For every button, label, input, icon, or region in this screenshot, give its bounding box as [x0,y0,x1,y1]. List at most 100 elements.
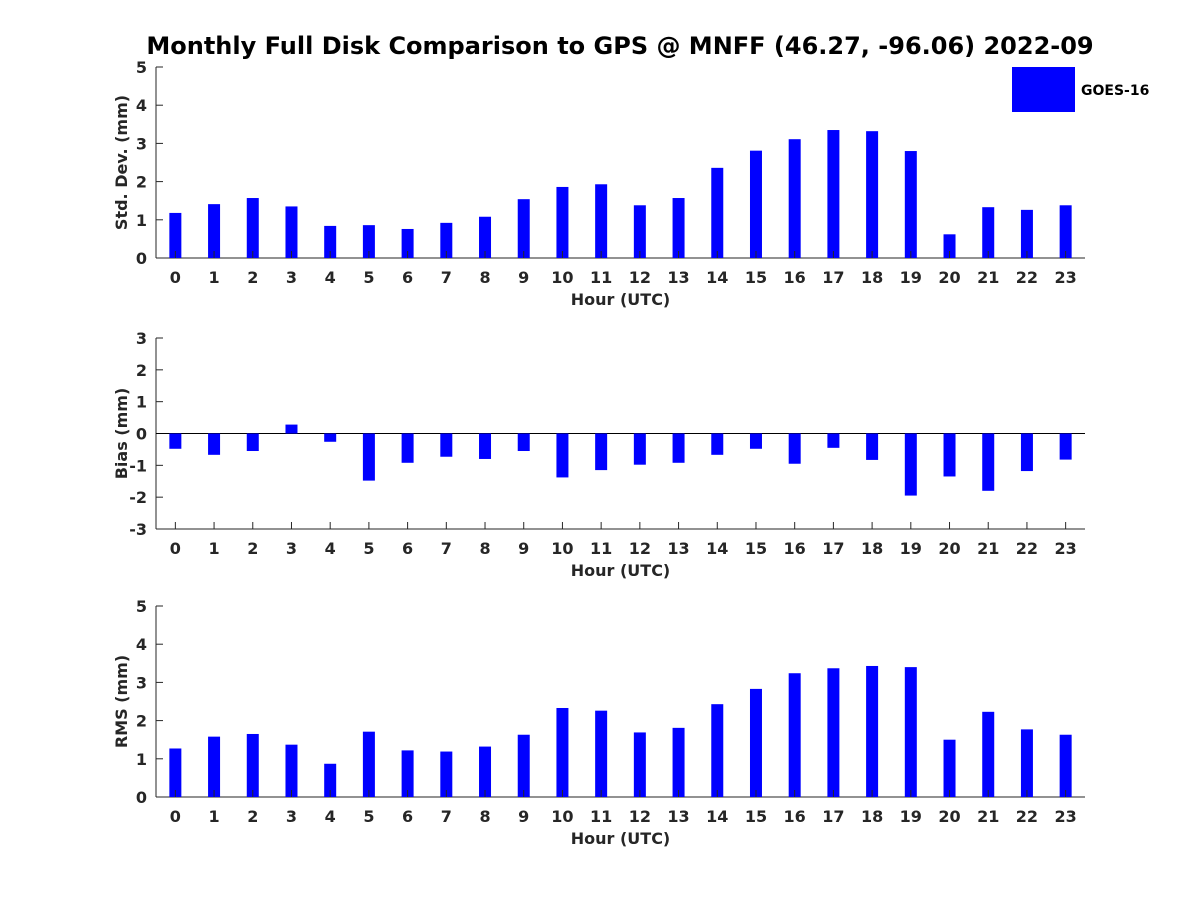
rms-y-tick-label: 2 [136,712,147,731]
std-dev-bar-hour-0 [169,212,182,258]
std-dev-bar-hour-10 [556,186,569,258]
bias-bar-hour-19 [904,433,917,496]
rms-y-tick-label: 4 [136,635,147,654]
bias-x-tick-label: 18 [861,539,883,558]
rms-bar-hour-11 [595,710,608,797]
bias-x-tick-label: 12 [629,539,651,558]
std-dev-x-tick-label: 23 [1055,268,1077,287]
std-dev-bar-hour-16 [788,139,801,258]
bias-x-tick-label: 10 [551,539,573,558]
bias-x-tick-label: 6 [402,539,413,558]
std-dev-y-tick-label: 4 [136,96,147,115]
bias-bar-hour-6 [401,433,414,463]
std-dev-x-tick-label: 0 [170,268,181,287]
bias-x-tick-label: 11 [590,539,612,558]
rms-bar-hour-19 [904,667,917,797]
bias-bar-hour-17 [827,433,840,448]
rms-x-axis-label: Hour (UTC) [571,829,671,848]
bias-x-tick-label: 9 [518,539,529,558]
bias-y-axis-label: Bias (mm) [112,388,131,480]
rms-bar-hour-3 [285,744,298,797]
bias-x-tick-label: 5 [363,539,374,558]
bias-x-tick-label: 0 [170,539,181,558]
std-dev-bar-hour-15 [749,150,762,258]
std-dev-x-tick-label: 20 [938,268,960,287]
std-dev-y-tick-label: 1 [136,211,147,230]
rms-bar-hour-4 [324,763,337,797]
bias-x-tick-label: 20 [938,539,960,558]
rms-bar-hour-5 [362,731,375,797]
std-dev-bar-hour-20 [943,234,956,258]
rms-bar-hour-21 [982,711,995,797]
std-dev-x-tick-label: 13 [667,268,689,287]
std-dev-bar-hour-18 [866,131,879,258]
std-dev-bar-hour-12 [633,205,646,258]
rms-bar-hour-8 [479,746,492,797]
bias-bar-hour-2 [246,433,259,452]
rms-bar-hour-1 [208,736,221,797]
bias-x-tick-label: 23 [1055,539,1077,558]
bias-y-tick-label: 3 [136,329,147,348]
std-dev-bar-hour-13 [672,198,685,258]
std-dev-x-tick-label: 12 [629,268,651,287]
rms-bar-hour-22 [1020,729,1033,797]
rms-y-tick-label: 1 [136,750,147,769]
rms-bar-hour-17 [827,668,840,797]
bias-x-tick-label: 21 [977,539,999,558]
rms-x-tick-label: 4 [325,807,336,826]
bias-x-tick-label: 3 [286,539,297,558]
rms-bar-hour-14 [711,704,724,797]
rms-x-tick-label: 3 [286,807,297,826]
bias-y-tick-label: 0 [136,425,147,444]
rms-y-axis-label: RMS (mm) [112,655,131,748]
std-dev-y-tick-label: 0 [136,249,147,268]
rms-x-tick-label: 18 [861,807,883,826]
bias-bar-hour-22 [1020,433,1033,472]
std-dev-x-axis-label: Hour (UTC) [571,290,671,309]
std-dev-y-axis-label: Std. Dev. (mm) [112,95,131,230]
std-dev-bar-hour-23 [1059,205,1072,258]
std-dev-x-tick-label: 21 [977,268,999,287]
std-dev-bar-hour-1 [208,204,221,258]
rms-x-tick-label: 8 [479,807,490,826]
bias-bar-hour-8 [479,433,492,459]
bias-bar-hour-12 [633,433,646,465]
rms-x-tick-label: 14 [706,807,728,826]
bias-bar-hour-21 [982,433,995,491]
rms-x-tick-label: 19 [900,807,922,826]
bias-bar-hour-15 [749,433,762,449]
bias-y-tick-label: -2 [129,488,147,507]
rms-bar-hour-0 [169,748,182,797]
std-dev-x-tick-label: 8 [479,268,490,287]
rms-x-tick-label: 0 [170,807,181,826]
bias-y-tick-label: -3 [129,520,147,539]
rms-y-tick-label: 3 [136,673,147,692]
rms-x-tick-label: 5 [363,807,374,826]
chart-title: Monthly Full Disk Comparison to GPS @ MN… [146,32,1093,60]
std-dev-y-tick-label: 2 [136,173,147,192]
rms-bar-hour-20 [943,739,956,797]
bias-bar-hour-1 [208,433,221,455]
rms-x-tick-label: 10 [551,807,573,826]
rms-x-tick-label: 13 [667,807,689,826]
bias-x-axis-label: Hour (UTC) [571,561,671,580]
std-dev-bar-hour-6 [401,228,414,258]
bias-x-tick-label: 15 [745,539,767,558]
bias-y-tick-label: -1 [129,456,147,475]
bias-x-tick-label: 8 [479,539,490,558]
rms-bar-hour-16 [788,673,801,797]
std-dev-x-tick-label: 4 [325,268,336,287]
bias-bar-hour-10 [556,433,569,478]
bias-bar-hour-5 [362,433,375,481]
rms-bar-hour-2 [246,733,259,797]
std-dev-x-tick-label: 9 [518,268,529,287]
rms-bar-hour-9 [517,734,530,797]
rms-x-tick-label: 20 [938,807,960,826]
rms-x-tick-label: 6 [402,807,413,826]
std-dev-x-tick-label: 2 [247,268,258,287]
std-dev-bar-hour-4 [324,225,337,258]
bias-x-tick-label: 4 [325,539,336,558]
std-dev-bar-hour-8 [479,216,492,258]
